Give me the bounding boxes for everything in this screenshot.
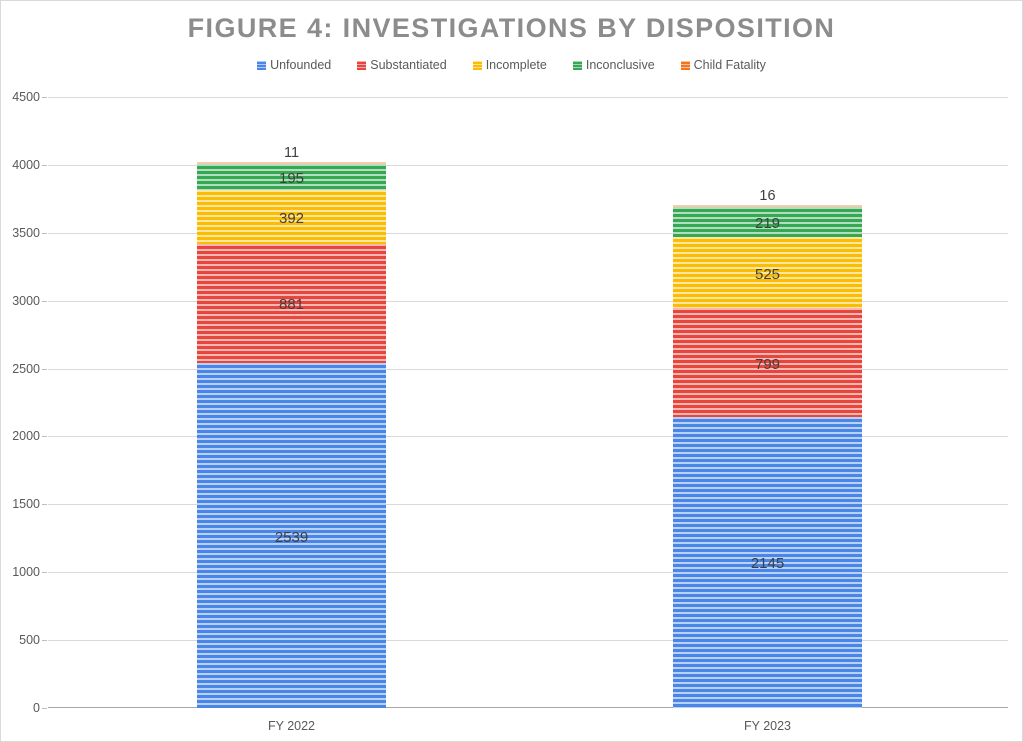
bar-segment-substantiated[interactable] xyxy=(673,308,862,417)
bar-data-label: 16 xyxy=(759,188,776,205)
bar-data-label: 392 xyxy=(278,210,305,228)
gridline xyxy=(48,368,1008,370)
bar-segment-inconclusive[interactable] xyxy=(673,207,862,237)
y-axis-tick-label: 4500 xyxy=(12,90,40,104)
bar-segment-incomplete[interactable] xyxy=(197,190,386,244)
gridline xyxy=(48,232,1008,234)
gridline xyxy=(48,572,1008,574)
legend-swatch-icon xyxy=(680,60,690,70)
bar-hatch-pattern xyxy=(197,190,386,244)
chart-title: FIGURE 4: INVESTIGATIONS BY DISPOSITION xyxy=(187,13,836,43)
y-axis-tick-label: 3000 xyxy=(12,293,40,308)
y-axis-tick-mark xyxy=(42,436,47,438)
y-axis-tick-mark xyxy=(42,164,47,166)
legend-item-incomplete[interactable]: Incomplete xyxy=(472,58,547,72)
gridline xyxy=(48,164,1008,166)
bar-hatch-pattern xyxy=(197,243,386,364)
legend-label: Unfounded xyxy=(270,58,332,72)
bar-data-label: 11 xyxy=(283,145,300,162)
bar-segment-child-fatality[interactable] xyxy=(673,205,862,208)
chart-legend: Unfounded Substantiated Incomplete Inconclu… xyxy=(1,58,1022,72)
legend-label: Incomplete xyxy=(485,58,547,72)
x-axis-tick-label: FY 2023 xyxy=(743,719,792,733)
bar-data-label: 799 xyxy=(754,355,781,373)
bar-segment-substantiated[interactable] xyxy=(197,243,386,364)
legend-item-substantiated[interactable]: Substantiated xyxy=(357,58,447,72)
y-axis-tick-mark xyxy=(42,368,47,370)
y-axis-tick-label: 2500 xyxy=(12,361,40,376)
legend-label: Inconclusive xyxy=(585,58,655,72)
legend-label: Substantiated xyxy=(370,58,447,72)
y-axis-tick-mark xyxy=(42,232,47,234)
bar-data-label: 2539 xyxy=(274,528,309,546)
legend-label: Child Fatality xyxy=(693,58,766,72)
gridline xyxy=(48,97,1008,98)
bar-hatch-pattern xyxy=(197,363,386,708)
bar-segment-incomplete[interactable] xyxy=(673,237,862,309)
bar-stack-fy-2023[interactable]: 2145 799 525 219 16 xyxy=(673,97,862,708)
y-axis-tick-label: 1000 xyxy=(12,565,40,580)
bar-segment-unfounded[interactable] xyxy=(197,363,386,708)
bar-data-label: 881 xyxy=(278,296,305,314)
y-axis-tick-mark xyxy=(42,708,47,709)
bar-data-label: 525 xyxy=(754,265,781,283)
bar-data-label: 2145 xyxy=(750,555,785,573)
bar-hatch-pattern xyxy=(197,163,386,191)
bar-segment-child-fatality[interactable] xyxy=(197,162,386,164)
y-axis-tick-mark xyxy=(42,97,47,98)
y-axis-tick-mark xyxy=(42,504,47,506)
bar-hatch-pattern xyxy=(673,205,862,208)
gridline xyxy=(48,640,1008,642)
y-axis-tick-mark xyxy=(42,300,47,302)
y-axis-tick-mark xyxy=(42,572,47,574)
x-axis-line xyxy=(48,707,1008,708)
bar-hatch-pattern xyxy=(673,308,862,417)
legend-swatch-icon xyxy=(257,60,267,70)
legend-item-inconclusive[interactable]: Inconclusive xyxy=(572,58,655,72)
y-axis-tick-label: 4000 xyxy=(12,157,40,172)
bar-hatch-pattern xyxy=(197,162,386,164)
bar-stack-fy-2022[interactable]: 2539 881 392 195 11 xyxy=(197,97,386,708)
gridline xyxy=(48,504,1008,506)
bar-data-label: 219 xyxy=(754,215,781,233)
legend-swatch-icon xyxy=(472,60,482,70)
y-axis-tick-label: 500 xyxy=(19,633,40,648)
y-axis-tick-label: 0 xyxy=(33,701,40,715)
bar-hatch-pattern xyxy=(673,237,862,309)
x-axis-tick-label: FY 2022 xyxy=(267,719,316,733)
bar-data-label: 195 xyxy=(278,170,305,188)
plot-area: 2539 881 392 195 11 2145 799 525 219 16 xyxy=(48,97,1008,708)
legend-swatch-icon xyxy=(357,60,367,70)
gridline xyxy=(48,300,1008,302)
y-axis-tick-label: 1500 xyxy=(12,497,40,512)
gridline xyxy=(48,436,1008,438)
legend-item-child-fatality[interactable]: Child Fatality xyxy=(680,58,766,72)
legend-item-unfounded[interactable]: Unfounded xyxy=(257,58,331,72)
legend-swatch-icon xyxy=(572,60,582,70)
y-axis-tick-label: 3500 xyxy=(12,225,40,240)
bar-segment-unfounded[interactable] xyxy=(673,416,862,708)
bar-hatch-pattern xyxy=(673,416,862,708)
bar-hatch-pattern xyxy=(673,207,862,237)
y-axis-tick-mark xyxy=(42,640,47,642)
bar-segment-inconclusive[interactable] xyxy=(197,163,386,191)
y-axis-tick-label: 2000 xyxy=(12,429,40,444)
